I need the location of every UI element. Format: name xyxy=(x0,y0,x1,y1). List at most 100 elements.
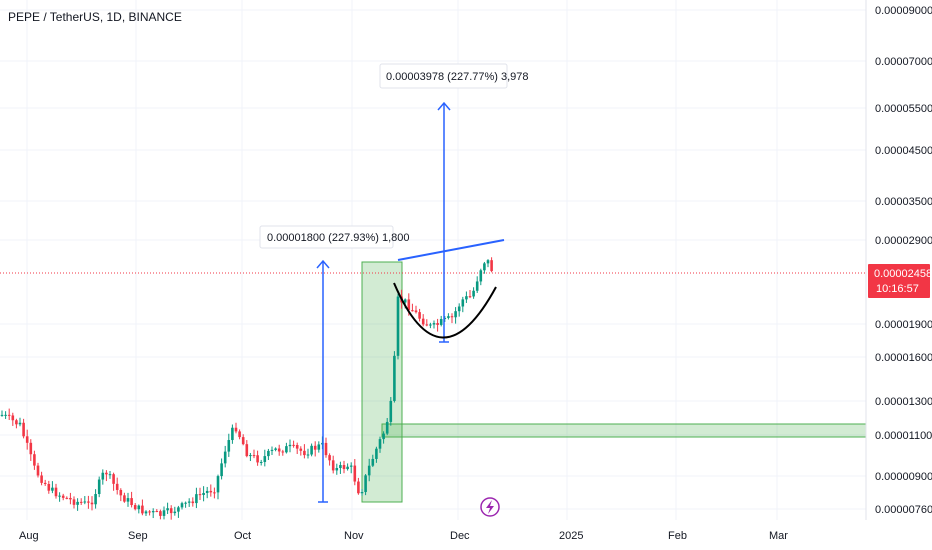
candle-body xyxy=(90,502,94,505)
lightning-icon[interactable] xyxy=(480,497,500,517)
candle-body xyxy=(123,495,126,502)
candle-body xyxy=(155,511,159,513)
candle-body xyxy=(61,495,65,498)
candle-body xyxy=(43,482,47,484)
candle-body xyxy=(457,306,461,312)
grid xyxy=(0,0,866,520)
candle-body xyxy=(274,448,277,450)
price-axis-tick: 0.00003500 xyxy=(875,196,932,208)
candle-body xyxy=(429,324,432,326)
candle-body xyxy=(357,481,360,494)
candle-body xyxy=(483,263,486,271)
candle-body xyxy=(79,501,83,503)
price-axis[interactable]: 0.00009000 0.00007000 0.00005500 0.00004500… xyxy=(875,5,932,516)
price-axis-tick: 0.00001600 xyxy=(875,352,932,364)
countdown-timer: 10:16:57 xyxy=(876,283,919,295)
candle-body xyxy=(479,270,483,282)
candle-body xyxy=(105,472,108,475)
candle-body xyxy=(324,442,328,456)
time-axis-tick: Nov xyxy=(344,530,364,542)
measure-label-1-text: 0.00001800 (227.93%) 1,800 xyxy=(267,232,410,244)
chart-title: PEPE / TetherUS, 1D, BINANCE xyxy=(8,10,182,24)
support-zone[interactable] xyxy=(381,423,867,438)
candle-body xyxy=(177,507,180,512)
candle-body xyxy=(22,422,25,437)
measure-arrow-1[interactable] xyxy=(316,259,330,503)
candle-body xyxy=(133,505,137,510)
candle-body xyxy=(241,437,245,445)
candle-body xyxy=(33,454,36,466)
candle-body xyxy=(231,427,234,441)
price-axis-tick: 0.00007000 xyxy=(875,56,932,68)
candle-body xyxy=(151,511,155,513)
candle-body xyxy=(371,458,375,466)
time-axis[interactable]: Aug Sep Oct Nov Dec 2025 Feb Mar xyxy=(19,530,788,542)
candle-body xyxy=(202,492,205,495)
candle-body xyxy=(87,501,90,503)
candle-body xyxy=(349,465,353,467)
candle-body xyxy=(403,299,407,303)
price-axis-tick: 0.00009000 xyxy=(875,5,932,17)
candle-body xyxy=(76,501,79,505)
price-axis-tick: 0.00000760 xyxy=(875,504,932,516)
candle-body xyxy=(465,296,468,300)
candle-body xyxy=(249,455,252,457)
candle-body xyxy=(396,296,400,356)
candle-body xyxy=(7,414,11,416)
time-axis-tick: Sep xyxy=(128,530,148,542)
candle-body xyxy=(166,508,169,511)
candle-body xyxy=(47,483,51,491)
candle-body xyxy=(234,427,238,432)
candle-body xyxy=(94,494,97,505)
candle-body xyxy=(173,511,177,514)
candle-body xyxy=(432,323,436,325)
candle-body xyxy=(421,318,425,325)
candle-body xyxy=(425,324,429,326)
price-axis-tick: 0.00000900 xyxy=(875,471,932,483)
candle-body xyxy=(259,461,263,463)
candle-body xyxy=(295,445,299,449)
candle-body xyxy=(65,497,69,499)
candle-body xyxy=(69,497,72,500)
candle-body xyxy=(130,498,133,506)
price-axis-tick: 0.00001100 xyxy=(875,430,932,442)
candle-body xyxy=(83,501,87,503)
candle-body xyxy=(328,455,331,461)
candle-body xyxy=(407,299,411,311)
candle-body xyxy=(58,495,61,497)
candle-body xyxy=(346,466,349,470)
time-axis-tick: 2025 xyxy=(559,530,583,542)
resistance-trendline[interactable] xyxy=(397,239,505,261)
candle-body xyxy=(205,490,209,493)
measure-arrow-2[interactable] xyxy=(437,101,451,343)
candle-body xyxy=(461,299,465,307)
cup-curve[interactable] xyxy=(393,282,497,339)
candle-body xyxy=(263,456,267,462)
candle-body xyxy=(144,511,148,514)
candle-body xyxy=(29,442,33,455)
candle-body xyxy=(285,446,288,453)
candle-body xyxy=(213,492,216,494)
candle-body xyxy=(367,465,371,476)
time-axis-tick: Aug xyxy=(19,530,39,542)
candle-body xyxy=(137,505,141,510)
candle-body xyxy=(256,455,259,463)
candle-body xyxy=(317,444,321,450)
candle-body xyxy=(245,444,249,457)
time-axis-tick: Feb xyxy=(668,530,687,542)
candle-body xyxy=(51,487,54,491)
candle-body xyxy=(375,448,378,459)
candle-body xyxy=(223,451,227,464)
candle-body xyxy=(486,260,490,264)
price-axis-tick: 0.00002900 xyxy=(875,235,932,247)
candle-body xyxy=(209,490,213,493)
candle-body xyxy=(40,475,43,483)
time-axis-tick: Dec xyxy=(450,530,470,542)
price-axis-tick: 0.00004500 xyxy=(875,145,932,157)
time-axis-tick: Mar xyxy=(769,530,788,542)
candle-body xyxy=(54,487,58,497)
candle-body xyxy=(411,310,414,312)
candle-body xyxy=(414,310,418,313)
candle-body xyxy=(353,465,357,482)
